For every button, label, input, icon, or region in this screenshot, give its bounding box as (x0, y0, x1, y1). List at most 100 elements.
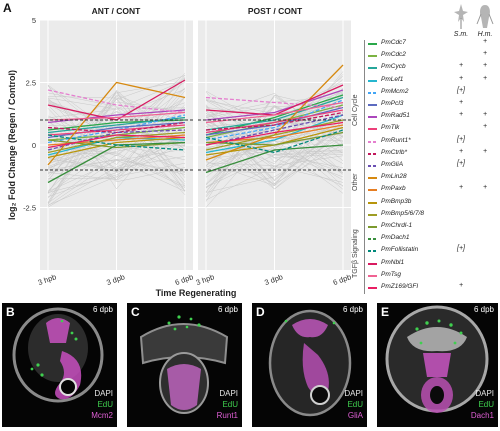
micro-letter-c: C (131, 305, 140, 319)
background-trace (205, 116, 344, 180)
legend-swatch (368, 152, 377, 155)
legend-swatch (368, 213, 377, 216)
stain-marker-d: GliA (347, 411, 363, 420)
micrograph-d: D 6 dpb DAPI EdU GliA (252, 303, 367, 427)
series-line-pmcdc7-ant (47, 119, 186, 131)
facet-title-post: POST / CONT (248, 6, 303, 16)
background-trace (47, 87, 186, 165)
legend-swatch (368, 238, 377, 241)
legend-label: PmCdc2 (381, 51, 406, 59)
mark-hm: + (482, 74, 488, 82)
legend-label: PmGliA (381, 161, 404, 168)
stain-dapi-d: DAPI (344, 389, 363, 398)
mark-hm: + (482, 147, 488, 155)
background-trace (205, 127, 344, 190)
legend-swatch (368, 177, 377, 180)
legend-label: PmCdc7 (381, 39, 406, 46)
series-line-pmctrlb--ant (47, 121, 186, 134)
x-tick-label: 3 hpb (37, 272, 58, 287)
mark-hm: + (482, 111, 488, 119)
legend-label: PmCtrlb* (381, 148, 408, 156)
stain-edu-c: EdU (222, 400, 238, 409)
legend-swatch (368, 165, 377, 167)
sea-urchin-icon (476, 5, 494, 28)
micro-time-b: 6 dpb (92, 305, 113, 314)
gene-legend: PmCdc7 + PmCdc2 + PmCycb + + PmLef1 + + PmMcm2 [+] P… (368, 38, 500, 298)
legend-label: PmRad51 (381, 112, 410, 120)
x-tick-label: 3 dpb (105, 272, 126, 287)
legend-label: PmTsg (381, 270, 401, 278)
stain-marker-c: Runt1 (216, 411, 238, 420)
legend-label: PmBmp3b (381, 197, 412, 205)
legend-label: PmTlk (381, 124, 400, 132)
series-line-pmrunt1--post (205, 96, 344, 109)
background-trace (47, 143, 186, 164)
micrograph-c: C 6 dpb DAPI EdU Runt1 (127, 303, 242, 427)
series-line-pmbmp3b-ant (47, 136, 186, 159)
legend-swatch (368, 262, 377, 265)
y-tick-label: 5 (32, 16, 36, 25)
column-header-hm: H.m. (477, 31, 493, 38)
stain-dapi-e: DAPI (475, 389, 494, 398)
y-tick-label: 2.5 (26, 79, 36, 88)
series-line-pmdach1-post (205, 144, 344, 174)
background-trace (47, 104, 186, 143)
mark-sm: + (458, 282, 464, 289)
column-header-sm: S.m. (453, 31, 469, 38)
fold-change-chart: ANT / CONT POST / CONT 5 2.5 0 -2.5 3 hpb 3 … (7, 6, 353, 298)
legend-swatch (368, 91, 377, 94)
background-trace (205, 135, 344, 193)
mark-sm: [+] (457, 86, 465, 94)
legend-swatch (368, 55, 377, 58)
mark-sm: + (458, 62, 464, 70)
background-trace (205, 98, 344, 122)
legend-bracket (364, 40, 365, 294)
series-line-pmlef1-post (205, 114, 344, 154)
stain-edu-e: EdU (478, 400, 494, 409)
stain-edu-d: EdU (347, 400, 363, 409)
series-line-pmtsg-ant (47, 111, 186, 121)
legend-swatch (368, 226, 377, 228)
background-trace (47, 148, 186, 192)
micro-letter-e: E (381, 305, 390, 319)
mark-sm: + (458, 184, 464, 192)
legend-label: PmBmp5/6/7/8 (381, 209, 424, 217)
stain-marker-e: Dach1 (470, 411, 494, 420)
larva-image-d (268, 309, 352, 417)
legend-label: PmMcm2 (381, 87, 409, 95)
mark-hm: + (482, 38, 488, 45)
background-trace (47, 146, 186, 194)
background-trace (205, 102, 344, 186)
series-line-pmtlk-post (205, 109, 344, 134)
series-line-pmrunt1--ant (47, 89, 186, 114)
legend-swatch (368, 128, 377, 131)
facet-title-ant: ANT / CONT (92, 6, 141, 16)
background-trace (47, 95, 186, 203)
background-trace (47, 139, 186, 208)
series-line-pmbmp5-6-7-8-ant (47, 131, 186, 154)
background-trace (205, 130, 344, 208)
stain-dapi-b: DAPI (94, 389, 113, 398)
legend-swatch (368, 274, 377, 277)
stain-edu-b: EdU (97, 400, 113, 409)
legend-label: PmZ169/GFI (381, 283, 419, 290)
legend-swatch (368, 43, 377, 45)
mark-hm: + (482, 62, 488, 70)
background-trace (47, 144, 186, 197)
mark-hm: + (482, 50, 488, 58)
series-line-pmz169-gfi-post (205, 121, 344, 146)
background-trace (205, 79, 344, 130)
legend-swatch (368, 250, 377, 253)
mark-sm: + (458, 74, 464, 82)
mark-sm: [+] (457, 135, 465, 143)
legend-label: PmPaxb (381, 185, 406, 193)
legend-label: PmFollistatin (381, 246, 419, 254)
y-tick-label: 0 (32, 141, 36, 150)
larva-image-c (139, 315, 229, 414)
background-trace (205, 117, 344, 188)
background-trace (205, 100, 344, 142)
stain-marker-b: Mcm2 (91, 411, 113, 420)
legend-label: PmRunt1* (381, 136, 411, 144)
series-line-pmlin28-ant (47, 81, 186, 166)
background-trace (47, 101, 186, 172)
